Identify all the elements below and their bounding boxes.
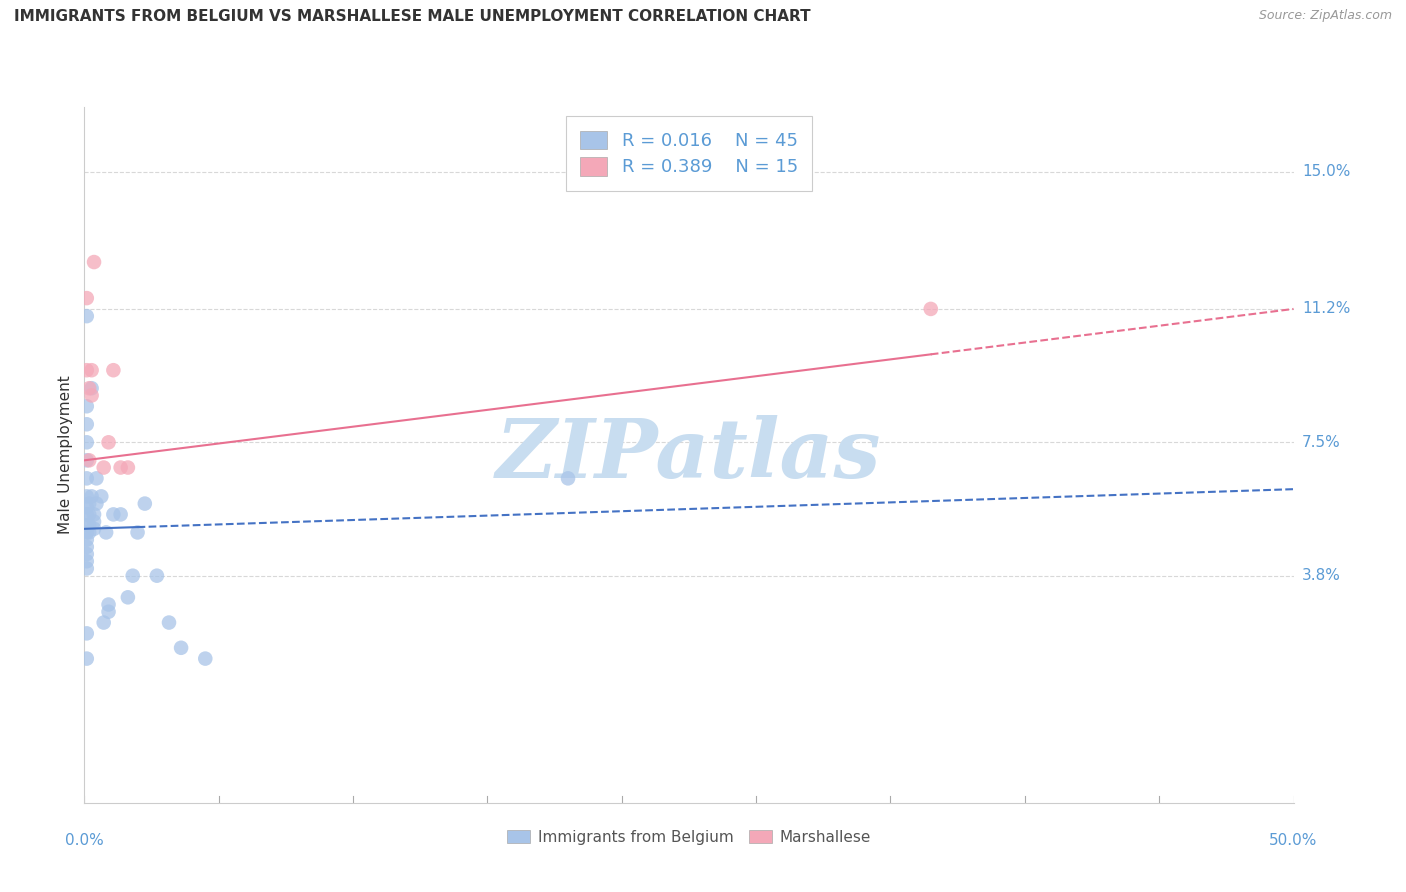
Point [93, 460, 115, 475]
Text: 0.0%: 0.0% [65, 833, 104, 848]
Point [103, 508, 125, 522]
Point [76, 489, 98, 503]
Point [76, 518, 98, 533]
Point [93, 615, 115, 630]
Point [146, 568, 169, 582]
Point [97, 605, 120, 619]
Point [76, 417, 98, 432]
Point [76, 309, 98, 323]
Point [170, 640, 193, 655]
Point [97, 598, 120, 612]
Point [134, 497, 156, 511]
Point [110, 460, 132, 475]
Point [76, 435, 98, 450]
Text: ZIPatlas: ZIPatlas [496, 415, 882, 495]
Point [117, 460, 139, 475]
Point [76, 561, 98, 575]
Point [117, 591, 139, 605]
Point [76, 508, 98, 522]
Point [920, 301, 942, 316]
Point [97, 435, 120, 450]
Point [86, 471, 108, 485]
Point [76, 525, 98, 540]
Y-axis label: Male Unemployment: Male Unemployment [58, 376, 73, 534]
Point [76, 651, 98, 665]
Point [76, 453, 98, 467]
Text: 3.8%: 3.8% [1302, 568, 1341, 583]
Text: IMMIGRANTS FROM BELGIUM VS MARSHALLESE MALE UNEMPLOYMENT CORRELATION CHART: IMMIGRANTS FROM BELGIUM VS MARSHALLESE M… [14, 9, 811, 24]
Point [77, 381, 100, 395]
Point [103, 363, 125, 377]
Point [83, 515, 105, 529]
Point [121, 568, 143, 582]
Point [77, 497, 100, 511]
Point [86, 497, 108, 511]
Point [77, 525, 100, 540]
Point [76, 471, 98, 485]
Point [76, 291, 98, 305]
Point [76, 533, 98, 547]
Point [83, 508, 105, 522]
Point [80, 489, 103, 503]
Point [83, 522, 105, 536]
Text: 15.0%: 15.0% [1302, 164, 1350, 179]
Point [127, 525, 149, 540]
Point [194, 651, 217, 665]
Point [94, 525, 117, 540]
Point [77, 453, 100, 467]
Point [76, 500, 98, 515]
Point [76, 363, 98, 377]
Point [77, 518, 100, 533]
Point [80, 363, 103, 377]
Point [76, 554, 98, 568]
Text: 11.2%: 11.2% [1302, 301, 1350, 317]
Point [157, 615, 180, 630]
Point [557, 471, 579, 485]
Point [76, 547, 98, 561]
Point [83, 255, 105, 269]
Text: 7.5%: 7.5% [1302, 434, 1340, 450]
Point [76, 626, 98, 640]
Point [77, 508, 100, 522]
Point [80, 381, 103, 395]
Point [76, 399, 98, 413]
Text: 50.0%: 50.0% [1270, 833, 1317, 848]
Point [76, 540, 98, 554]
Point [90, 489, 112, 503]
Point [110, 508, 132, 522]
Text: Source: ZipAtlas.com: Source: ZipAtlas.com [1258, 9, 1392, 22]
Point [80, 388, 103, 402]
Legend: Immigrants from Belgium, Marshallese: Immigrants from Belgium, Marshallese [501, 823, 877, 851]
